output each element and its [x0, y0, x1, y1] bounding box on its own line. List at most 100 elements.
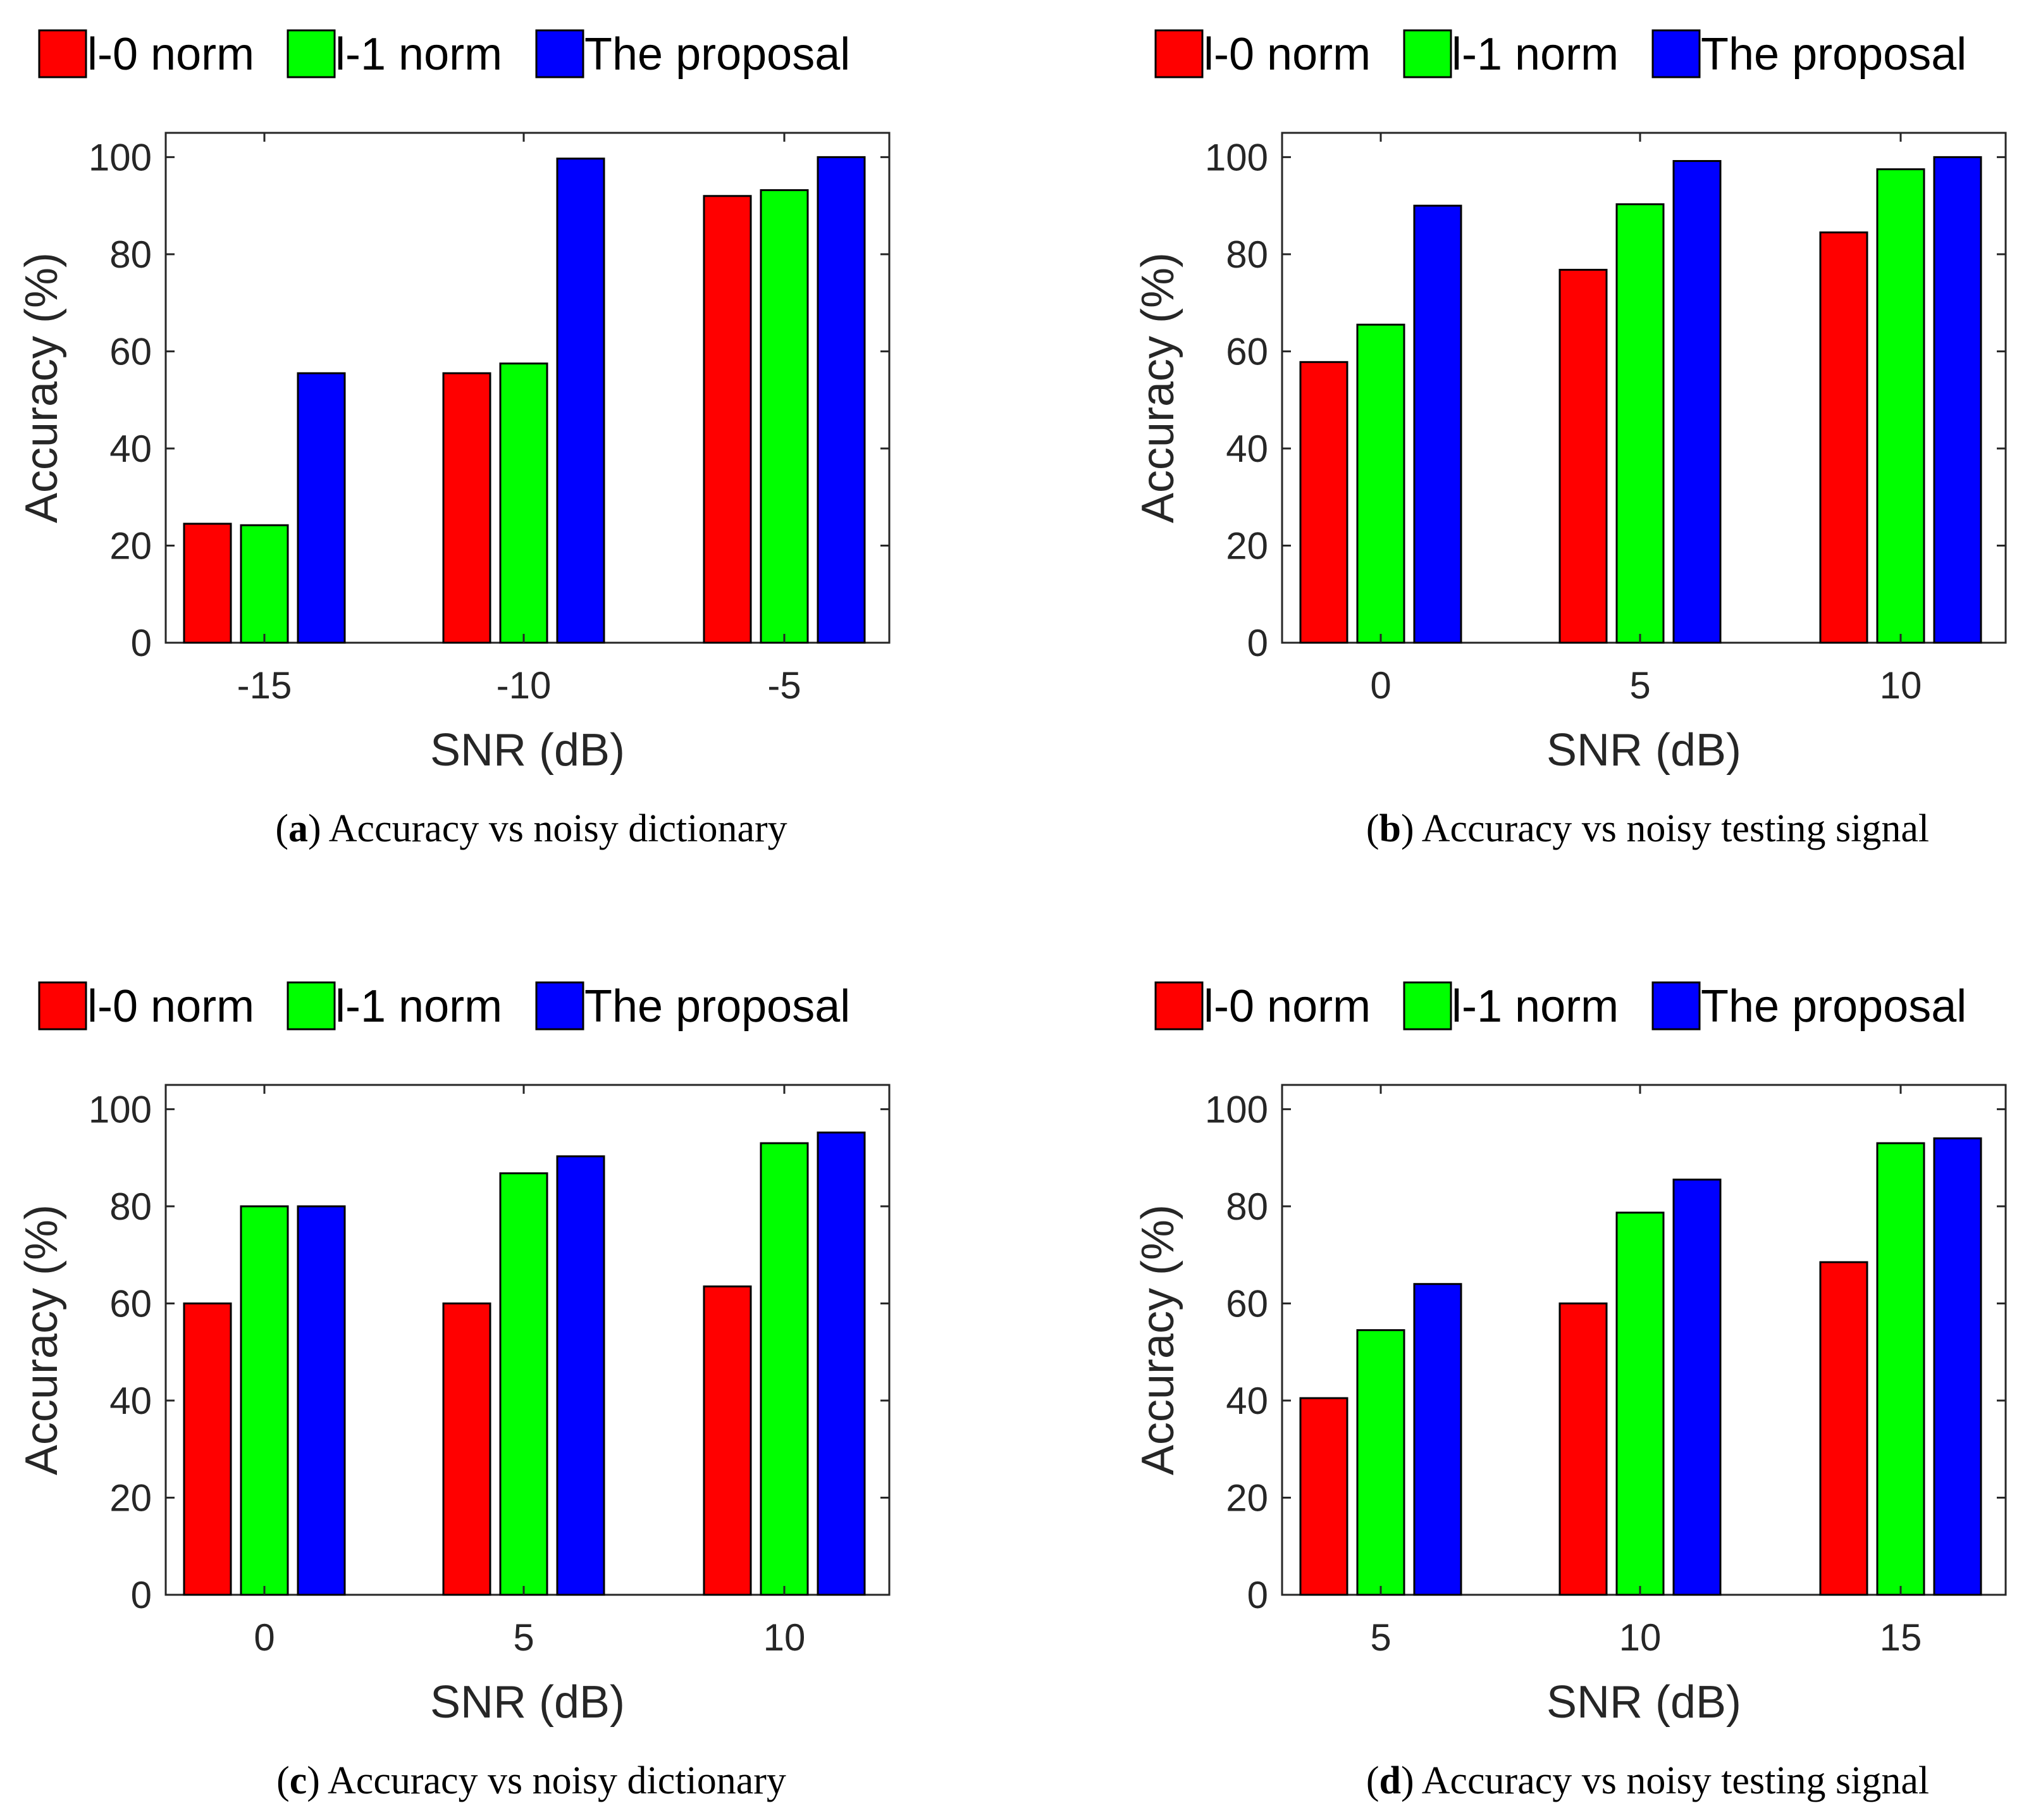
- y-axis-label: Accuracy (%): [16, 252, 67, 523]
- y-tick-label-5: 100: [1205, 1088, 1268, 1130]
- y-tick-label-1: 20: [1226, 524, 1268, 567]
- legend-swatch-1: [1403, 29, 1452, 78]
- legend-label-0: l-0 norm: [87, 981, 254, 1032]
- y-axis-label: Accuracy (%): [16, 1204, 67, 1475]
- caption-text: Accuracy vs noisy dictionary: [328, 1759, 786, 1802]
- legend-label-0: l-0 norm: [1204, 29, 1371, 80]
- panel-a: l-0 norm l-1 norm The proposal 0 20 40 60 80 100…: [16, 29, 891, 850]
- caption-text: Accuracy vs noisy testing signal: [1422, 1759, 1929, 1802]
- x-tick-label-1: -10: [497, 664, 552, 707]
- bar-0-0: [183, 523, 232, 644]
- x-tick-label-0: 5: [1370, 1616, 1391, 1659]
- x-tick-label-1: 5: [1629, 664, 1650, 707]
- legend-label-1: l-1 norm: [335, 29, 502, 80]
- legend-label-2: The proposal: [1701, 29, 1966, 80]
- legend-swatch-0: [38, 29, 87, 78]
- y-axis-label: Accuracy (%): [1133, 252, 1183, 523]
- y-axis-label: Accuracy (%): [1133, 1204, 1183, 1475]
- x-tick-label-2: 10: [763, 1616, 806, 1659]
- legend-label-1: l-1 norm: [335, 981, 502, 1032]
- legend-swatch-0: [1154, 29, 1204, 78]
- bar-2-0: [1413, 204, 1462, 644]
- bar-1-2: [760, 1142, 809, 1596]
- panel-d: l-0 norm l-1 norm The proposal 0 20 40 60 80 100…: [1133, 981, 2007, 1802]
- bar-1-2: [760, 189, 809, 644]
- bar-0-0: [1299, 361, 1348, 644]
- y-tick-label-5: 100: [1205, 136, 1268, 178]
- panel-c: l-0 norm l-1 norm The proposal020406080100…: [16, 981, 891, 1802]
- bar-0-0: [1299, 1397, 1348, 1596]
- bar-0-2: [1819, 231, 1868, 644]
- legend-label-2: The proposal: [584, 981, 850, 1032]
- bar-2-2: [1933, 1137, 1982, 1596]
- bar-1-0: [240, 1205, 289, 1596]
- bar-0-1: [442, 372, 491, 644]
- legend-label-0: l-0 norm: [1204, 981, 1371, 1032]
- bar-0-1: [442, 1302, 491, 1596]
- panel-caption: (a) Accuracy vs noisy dictionary: [275, 807, 787, 850]
- legend-swatch-2: [535, 29, 584, 78]
- y-tick-label-3: 60: [109, 330, 152, 373]
- y-tick-label-0: 0: [131, 622, 152, 664]
- bar-2-2: [1933, 156, 1982, 644]
- x-axis-label: SNR (dB): [1546, 725, 1741, 776]
- legend-swatch-1: [1403, 981, 1452, 1031]
- caption-letter: b: [1379, 807, 1401, 850]
- y-tick-label-2: 40: [109, 1380, 152, 1422]
- legend-label-2: The proposal: [584, 29, 850, 80]
- y-tick-label-4: 80: [109, 1185, 152, 1228]
- bar-1-0: [1356, 323, 1405, 644]
- x-axis-label: SNR (dB): [430, 725, 625, 776]
- bar-2-0: [1413, 1283, 1462, 1596]
- x-tick-label-1: 5: [513, 1616, 534, 1659]
- bar-2-1: [1672, 1179, 1722, 1596]
- caption-text: Accuracy vs noisy testing signal: [1422, 807, 1929, 850]
- bar-1-1: [1615, 1211, 1665, 1596]
- panel-caption: (d) Accuracy vs noisy testing signal: [1366, 1759, 1929, 1802]
- caption-letter: c: [290, 1759, 307, 1802]
- legend-label-0: l-0 norm: [87, 29, 254, 80]
- legend-swatch-2: [535, 981, 584, 1031]
- y-tick-label-4: 80: [1226, 1185, 1268, 1228]
- x-tick-label-1: 10: [1619, 1616, 1662, 1659]
- legend-label-1: l-1 norm: [1452, 29, 1619, 80]
- bar-1-1: [499, 1172, 548, 1596]
- x-tick-label-2: 10: [1880, 664, 1922, 707]
- bar-2-0: [297, 372, 346, 644]
- bar-0-1: [1558, 268, 1608, 644]
- y-tick-label-1: 20: [109, 524, 152, 567]
- y-tick-label-4: 80: [1226, 233, 1268, 276]
- y-tick-label-0: 0: [1247, 622, 1268, 664]
- panel-b: l-0 norm l-1 norm The proposal020406080100…: [1133, 29, 2007, 850]
- y-tick-label-2: 40: [1226, 428, 1268, 470]
- x-axis-label: SNR (dB): [430, 1677, 625, 1728]
- bar-1-2: [1876, 1142, 1925, 1596]
- bar-1-1: [1615, 203, 1665, 644]
- y-tick-label-5: 100: [89, 1088, 152, 1130]
- bar-0-1: [1558, 1302, 1608, 1596]
- caption-text: Accuracy vs noisy dictionary: [329, 807, 787, 850]
- y-tick-label-1: 20: [1226, 1476, 1268, 1519]
- y-tick-label-5: 100: [89, 136, 152, 178]
- bar-0-2: [703, 1285, 752, 1596]
- y-tick-label-0: 0: [131, 1574, 152, 1616]
- bar-0-2: [1819, 1261, 1868, 1596]
- x-tick-label-2: 15: [1880, 1616, 1922, 1659]
- y-tick-label-2: 40: [109, 428, 152, 470]
- x-tick-label-0: 0: [254, 1616, 275, 1659]
- bar-0-0: [183, 1302, 232, 1596]
- legend-swatch-0: [38, 981, 87, 1031]
- panel-caption: (b) Accuracy vs noisy testing signal: [1366, 807, 1929, 850]
- bar-2-0: [297, 1205, 346, 1596]
- caption-letter: d: [1379, 1759, 1401, 1802]
- x-tick-label-2: -5: [767, 664, 801, 707]
- bar-2-1: [1672, 160, 1722, 644]
- bar-2-2: [817, 156, 866, 644]
- y-tick-label-2: 40: [1226, 1380, 1268, 1422]
- legend-swatch-1: [287, 981, 336, 1031]
- x-tick-label-0: 0: [1370, 664, 1391, 707]
- x-tick-label-0: -15: [237, 664, 292, 707]
- legend-swatch-2: [1651, 29, 1701, 78]
- panel-caption: (c) Accuracy vs noisy dictionary: [276, 1759, 786, 1802]
- y-tick-label-3: 60: [1226, 1282, 1268, 1325]
